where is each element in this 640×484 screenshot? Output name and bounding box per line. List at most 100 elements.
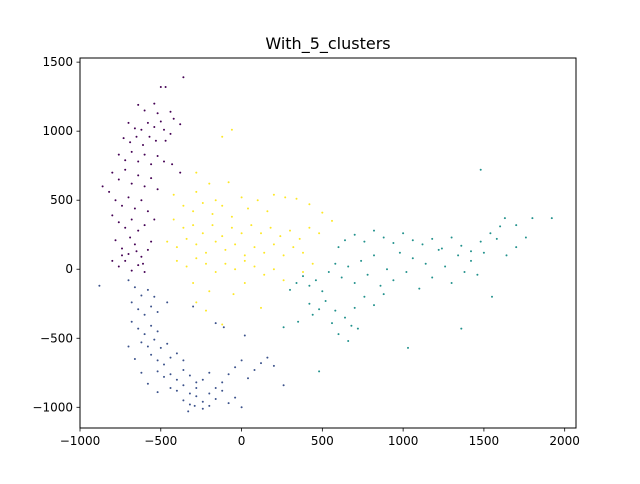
x-tick-label: 0: [238, 434, 246, 448]
scatter-point: [353, 306, 356, 309]
scatter-point: [224, 262, 227, 265]
scatter-point: [284, 196, 287, 199]
scatter-point: [166, 240, 169, 243]
x-tick-label: 1500: [469, 434, 500, 448]
scatter-point: [143, 153, 146, 156]
scatter-point: [240, 359, 243, 362]
scatter-point: [195, 301, 198, 304]
scatter-point: [130, 301, 133, 304]
scatter-point: [175, 389, 178, 392]
scatter-point: [127, 121, 130, 124]
scatter-point: [153, 102, 156, 105]
scatter-point: [179, 171, 182, 174]
scatter-point: [373, 304, 375, 307]
scatter-point: [227, 373, 230, 376]
scatter-point: [195, 190, 198, 193]
scatter-point: [272, 193, 275, 196]
scatter-point: [234, 396, 237, 399]
scatter-point: [366, 273, 369, 276]
scatter-point: [146, 288, 149, 291]
scatter-point: [143, 271, 146, 273]
scatter-point: [121, 204, 123, 207]
scatter-point: [133, 358, 136, 360]
scatter-point: [143, 333, 146, 336]
scatter-point: [208, 371, 211, 374]
scatter-point: [117, 153, 120, 156]
scatter-point: [101, 185, 104, 188]
scatter-point: [195, 171, 198, 174]
scatter-point: [166, 342, 169, 345]
scatter-point: [460, 327, 463, 330]
scatter-point: [192, 224, 195, 227]
scatter-point: [297, 320, 300, 323]
scatter-point: [402, 232, 405, 235]
scatter-point: [169, 356, 172, 359]
scatter-point: [195, 257, 198, 260]
scatter-point: [470, 250, 472, 253]
scatter-point: [143, 109, 146, 112]
scatter-point: [221, 381, 224, 384]
scatter-point: [398, 251, 401, 254]
scatter-point: [124, 168, 127, 171]
points-layer: [98, 76, 553, 413]
scatter-point: [382, 293, 385, 296]
scatter-point: [182, 76, 185, 79]
scatter-point: [214, 322, 217, 325]
y-tick-label: −1000: [32, 400, 73, 414]
scatter-point: [211, 224, 214, 227]
scatter-point: [253, 265, 256, 268]
scatter-point: [127, 279, 130, 282]
scatter-point: [182, 226, 185, 229]
y-tick-label: 0: [65, 262, 73, 276]
scatter-point: [460, 244, 463, 247]
scatter-point: [437, 248, 440, 251]
scatter-point: [146, 345, 149, 348]
scatter-point: [302, 251, 304, 254]
scatter-point: [272, 268, 275, 271]
scatter-point: [308, 302, 311, 305]
scatter-point: [318, 232, 321, 235]
scatter-point: [214, 271, 217, 273]
scatter-point: [444, 265, 447, 268]
scatter-point: [418, 287, 421, 290]
scatter-point: [440, 247, 443, 250]
scatter-point: [148, 135, 151, 138]
scatter-point: [172, 193, 175, 196]
y-tick-label: 1500: [42, 55, 73, 69]
scatter-point: [234, 243, 237, 246]
scatter-point: [363, 295, 366, 298]
scatter-point: [295, 197, 298, 200]
scatter-point: [121, 247, 123, 250]
scatter-point: [302, 271, 304, 273]
scatter-point: [234, 366, 237, 369]
scatter-point: [114, 239, 117, 242]
scatter-point: [344, 239, 346, 242]
scatter-point: [240, 196, 243, 199]
scatter-point: [232, 293, 235, 296]
scatter-point: [321, 211, 324, 214]
scatter-point: [156, 370, 159, 373]
scatter-point: [505, 254, 508, 257]
scatter-point: [135, 250, 138, 253]
scatter-point: [156, 155, 159, 157]
scatter-point: [127, 196, 130, 199]
scatter-point: [163, 375, 165, 378]
scatter-point: [150, 324, 153, 327]
scatter-point: [214, 398, 217, 400]
scatter-point: [208, 392, 211, 395]
chart-title: With_5_clusters: [265, 34, 391, 53]
scatter-point: [137, 229, 140, 232]
y-tick-label: 1000: [42, 124, 73, 138]
scatter-point: [121, 254, 123, 257]
scatter-point: [201, 407, 204, 410]
scatter-point: [133, 286, 136, 289]
scatter-point: [476, 273, 479, 276]
scatter-point: [182, 359, 185, 362]
scatter-point: [431, 237, 434, 240]
scatter-point: [164, 86, 167, 88]
scatter-point: [153, 126, 156, 128]
scatter-point: [169, 387, 172, 389]
scatter-point: [334, 262, 337, 265]
scatter-point: [405, 271, 408, 273]
